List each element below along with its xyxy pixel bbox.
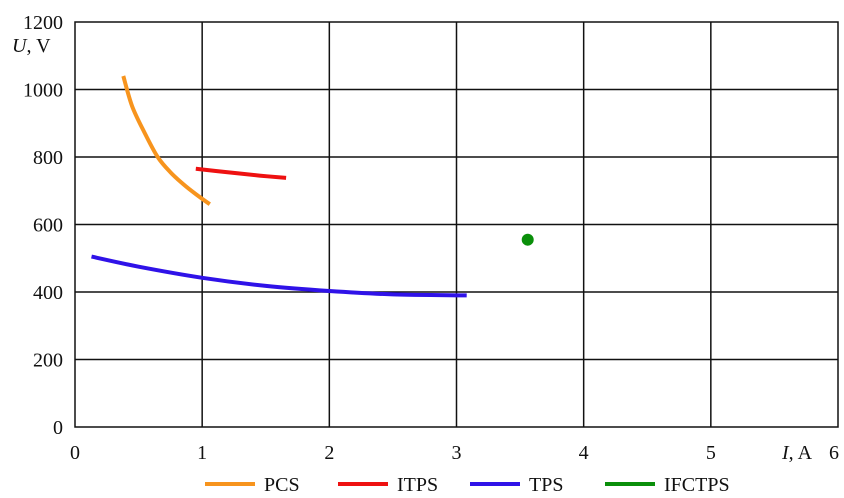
plot-frame bbox=[74, 21, 839, 428]
y-tick-label: 800 bbox=[33, 147, 63, 169]
series-layer bbox=[91, 75, 534, 298]
y-tick-label: 1000 bbox=[23, 80, 63, 102]
x-tick-label: 6 bbox=[829, 442, 839, 464]
legend-label-tps: TPS bbox=[529, 474, 563, 493]
x-tick-label: 1 bbox=[197, 442, 207, 464]
y-tick-labels: 0 200 400 600 800 1000 1200 bbox=[23, 12, 63, 439]
series-ifctps-point bbox=[521, 233, 534, 246]
grid bbox=[75, 22, 838, 427]
x-axis-label: I, A bbox=[781, 442, 813, 464]
legend-label-itps: ITPS bbox=[397, 474, 438, 493]
x-tick-label: 2 bbox=[324, 442, 334, 464]
y-axis-variable: U bbox=[12, 35, 28, 57]
legend-label-ifctps: IFCTPS bbox=[664, 474, 730, 493]
y-tick-label: 200 bbox=[33, 350, 63, 372]
x-tick-label: 4 bbox=[579, 442, 589, 464]
series-pcs-line bbox=[121, 75, 211, 206]
y-tick-label: 1200 bbox=[23, 12, 63, 34]
x-axis-unit: , A bbox=[789, 442, 813, 464]
x-tick-labels: 0 1 2 3 4 5 6 bbox=[70, 442, 839, 464]
x-tick-label: 0 bbox=[70, 442, 80, 464]
y-tick-label: 600 bbox=[33, 215, 63, 237]
legend: PCS ITPS TPS IFCTPS bbox=[205, 474, 730, 496]
legend-label-pcs: PCS bbox=[264, 474, 300, 493]
x-tick-label: 3 bbox=[452, 442, 462, 464]
series-itps-line bbox=[195, 166, 287, 180]
y-axis-unit: , V bbox=[26, 35, 51, 57]
y-tick-label: 400 bbox=[33, 282, 63, 304]
y-tick-label: 0 bbox=[53, 417, 63, 439]
x-tick-label: 5 bbox=[706, 442, 716, 464]
series-tps-line bbox=[91, 254, 467, 298]
y-axis-label: U, V bbox=[12, 35, 51, 57]
x-axis-variable: I bbox=[781, 442, 790, 464]
